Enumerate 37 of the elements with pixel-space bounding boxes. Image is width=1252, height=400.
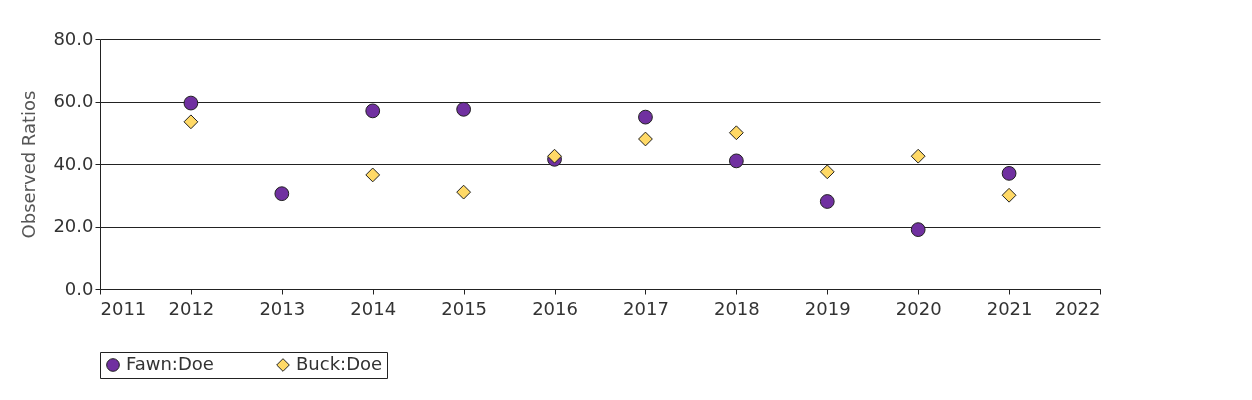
x-tick-label: 2020 bbox=[895, 297, 942, 319]
y-tick-label: 80.0 bbox=[53, 27, 94, 49]
x-tick-label: 2019 bbox=[804, 297, 851, 319]
point bbox=[819, 164, 835, 180]
point bbox=[274, 186, 290, 202]
x-tick-label: 2022 bbox=[1054, 297, 1101, 319]
point bbox=[638, 109, 653, 125]
point bbox=[1001, 187, 1017, 203]
point bbox=[456, 101, 472, 117]
x-tick-label: 2015 bbox=[441, 297, 488, 319]
x-tick-label: 2021 bbox=[986, 297, 1033, 319]
x-tick-label: 2018 bbox=[713, 297, 760, 319]
x-tick-label: 2014 bbox=[350, 297, 397, 319]
x-tick-label: 2013 bbox=[259, 297, 306, 319]
x-tick-label: 2011 bbox=[100, 297, 147, 319]
point bbox=[456, 184, 472, 200]
point bbox=[728, 153, 744, 169]
point bbox=[183, 95, 199, 111]
point bbox=[365, 167, 381, 183]
x-tick-label: 2012 bbox=[168, 297, 215, 319]
x-tick-label: 2016 bbox=[532, 297, 578, 319]
y-tick-label: 40.0 bbox=[53, 152, 94, 174]
y-tick-label: 60.0 bbox=[53, 90, 94, 111]
y-axis-title: Observed Ratios bbox=[18, 90, 40, 239]
point bbox=[365, 103, 381, 119]
point bbox=[638, 131, 653, 147]
point bbox=[1001, 166, 1017, 181]
point bbox=[910, 148, 926, 164]
legend-label: Buck:Doe bbox=[296, 353, 383, 374]
point bbox=[728, 125, 744, 141]
x-tick-label: 2017 bbox=[623, 297, 669, 319]
point bbox=[819, 194, 835, 209]
y-tick-label: 0.0 bbox=[64, 277, 94, 299]
point bbox=[910, 222, 926, 237]
point bbox=[183, 114, 199, 130]
y-tick-label: 20.0 bbox=[53, 215, 94, 236]
legend-label: Fawn:Doe bbox=[126, 353, 214, 374]
